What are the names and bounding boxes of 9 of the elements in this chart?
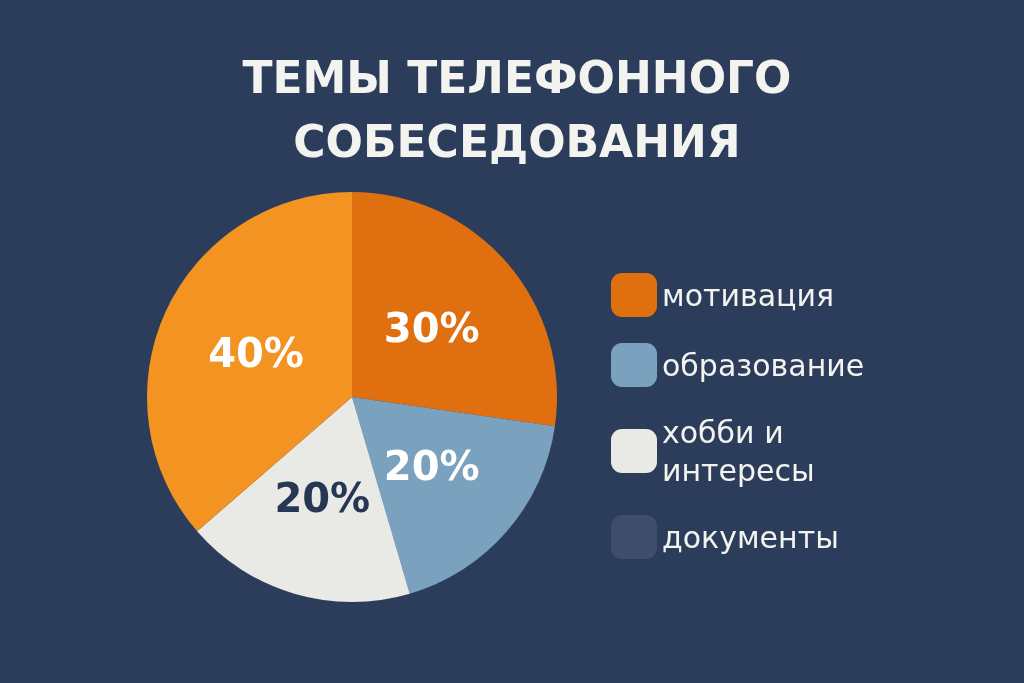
data-label: 20% [274, 475, 371, 522]
legend-label: хобби и интересы [662, 414, 815, 488]
legend-label: образование [662, 347, 865, 383]
chart-title: ТЕМЫ ТЕЛЕФОННОГО СОБЕСЕДОВАНИЯ [242, 51, 792, 167]
legend-label: мотивация [662, 277, 834, 313]
data-label: 40% [208, 330, 304, 377]
data-label: 30% [383, 304, 480, 351]
data-label: 20% [383, 443, 480, 490]
legend-label: документы [662, 519, 839, 555]
